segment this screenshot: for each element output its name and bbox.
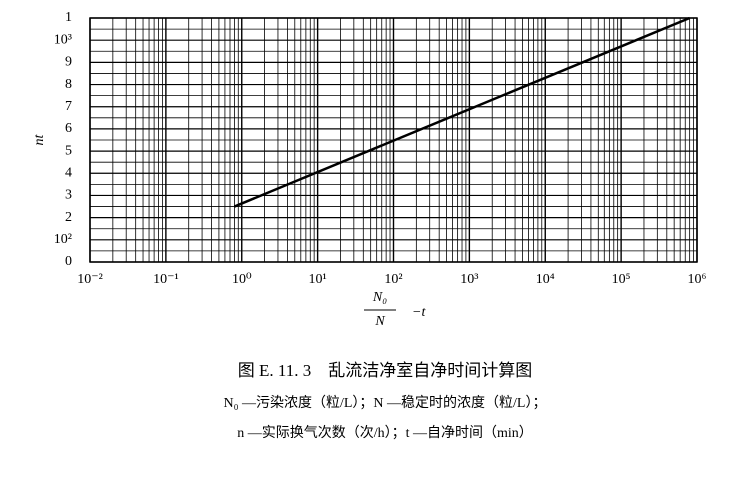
y-tick-label: 10² [54, 232, 72, 247]
x-tick-label: 10⁻¹ [153, 272, 179, 287]
y-tick-label: 4 [65, 165, 72, 180]
y-tick-label: 1 [65, 10, 72, 25]
x-label-denominator: N [374, 314, 385, 329]
y-tick-label: 8 [65, 77, 72, 92]
caption-title: 图 E. 11. 3 乱流洁净室自净时间计算图 [238, 361, 533, 380]
caption-line: n —实际换气次数（次/h）；t —自净时间（min） [237, 424, 533, 441]
plot-frame [89, 17, 698, 263]
x-tick-label: 10⁶ [688, 272, 707, 287]
y-tick-label: 2 [65, 210, 72, 225]
y-tick-label: 5 [65, 143, 72, 158]
x-label-numerator: N₀ [372, 290, 387, 305]
x-tick-label: 10³ [460, 272, 478, 287]
x-tick-label: 10⁻² [77, 272, 103, 287]
y-tick-label: 0 [65, 254, 72, 269]
y-tick-label: 7 [65, 99, 72, 114]
x-label-suffix: −t [412, 305, 426, 320]
data-line [233, 16, 691, 208]
y-tick-label: 10³ [54, 32, 72, 47]
x-tick-label: 10² [384, 272, 402, 287]
x-tick-label: 10⁰ [232, 272, 252, 287]
y-tick-label: 3 [65, 188, 72, 203]
y-tick-label: 6 [65, 121, 72, 136]
x-tick-label: 10⁴ [536, 272, 555, 287]
x-tick-label: 10¹ [309, 272, 327, 287]
x-tick-label: 10⁵ [612, 272, 631, 287]
y-axis-label: nt [32, 133, 47, 145]
caption-line: N₀ —污染浓度（粒/L）；N —稳定时的浓度（粒/L）； [224, 395, 547, 411]
y-tick-label: 9 [65, 55, 72, 70]
